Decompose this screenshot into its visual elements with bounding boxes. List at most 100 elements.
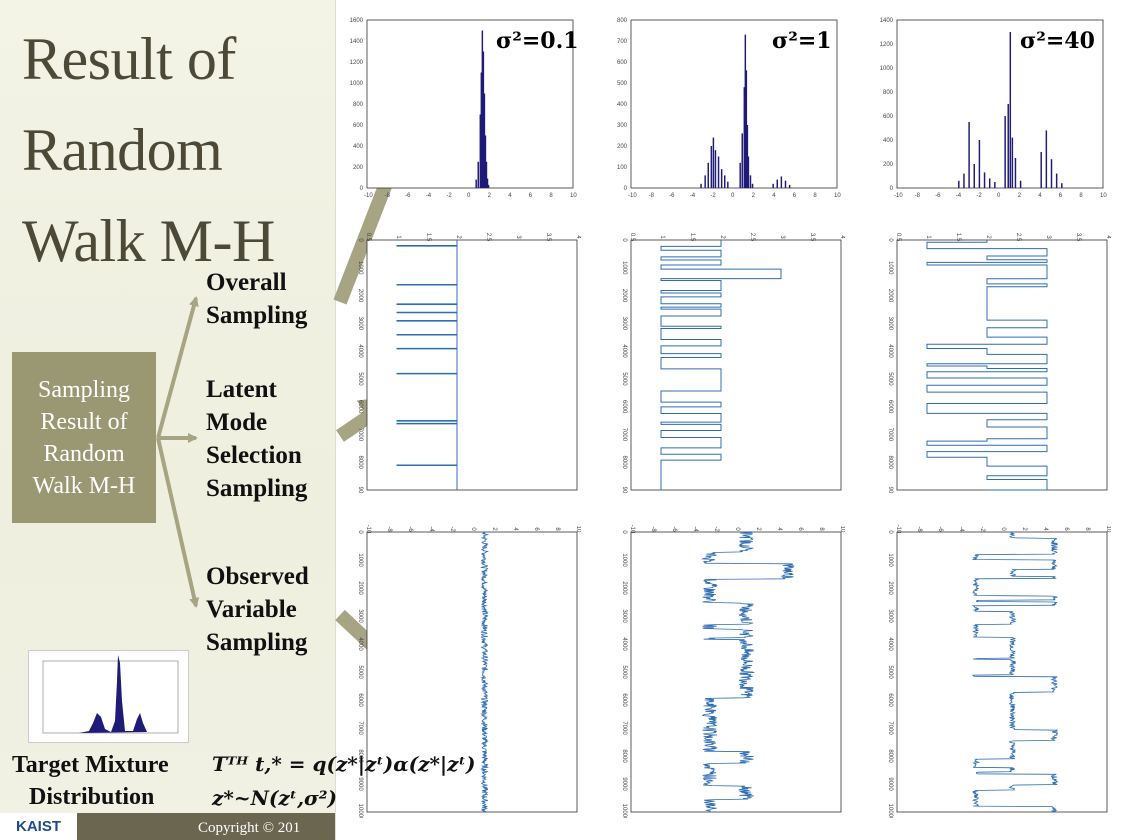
plot-frame — [630, 531, 842, 813]
y-tick-label: 1000 — [880, 66, 894, 72]
y-tick-label: 3000 — [357, 317, 363, 331]
x-tick-label: -2 — [713, 526, 719, 532]
y-tick-label: 4000 — [887, 344, 893, 358]
histogram-bar — [983, 172, 986, 188]
x-tick-label: 4 — [839, 235, 845, 239]
x-tick-label: -10 — [364, 193, 373, 199]
y-tick-label: 700 — [617, 39, 628, 45]
y-tick-label: 4000 — [357, 344, 363, 358]
transition-formula: Tᵀᴴ t,* = q(z*|zᵗ)α(z*|zᵗ) — [212, 752, 476, 776]
histogram-bar — [1045, 130, 1048, 188]
y-tick-label: 2000 — [621, 289, 627, 303]
x-tick-label: 2.5 — [749, 233, 755, 242]
y-tick-label: 600 — [353, 123, 364, 129]
y-tick-label: 400 — [353, 144, 364, 150]
x-tick-label: 0 — [734, 527, 740, 531]
overall-line-2: Sampling — [206, 302, 308, 329]
y-tick-label: 2000 — [887, 289, 893, 303]
y-tick-label: 0 — [360, 186, 364, 192]
mode-trace — [660, 240, 782, 490]
plot-frame — [896, 531, 1108, 813]
histogram-bar — [739, 162, 741, 188]
copyright-text: Copyright © 201 — [198, 820, 301, 836]
y-tick-label: 9000 — [621, 777, 627, 791]
latent-trace-sigma-0-1: 0.5 1 1.5 2 2.5 3 3.5 4 0 1000 2000 3000 4000 5000 600… — [357, 233, 581, 494]
proposal-formula: z*~N(zᵗ,σ²) — [212, 786, 338, 810]
histogram-bar — [780, 176, 783, 188]
y-tick-label: 3000 — [621, 317, 627, 331]
x-tick-label: 1 — [925, 235, 931, 239]
x-tick-label: -8 — [916, 526, 922, 532]
histogram-bar — [710, 146, 713, 188]
x-tick-label: -2 — [710, 193, 716, 199]
y-tick-label: 800 — [883, 90, 894, 96]
histogram-bar — [486, 178, 489, 188]
latent-mode-label: Latent Mode Selection Sampling — [206, 373, 307, 505]
x-tick-label: -8 — [649, 193, 655, 199]
histogram-bar — [1055, 173, 1058, 188]
y-tick-label: 3000 — [887, 609, 893, 623]
histogram-bar — [1014, 158, 1017, 188]
x-tick-label: 10 — [1100, 193, 1107, 199]
histogram-bar — [968, 122, 970, 188]
x-tick-label: 3.5 — [809, 233, 815, 242]
histogram-bar — [744, 34, 747, 189]
histogram-bar — [988, 178, 991, 188]
x-tick-label: -6 — [407, 526, 413, 532]
x-tick-label: 6 — [797, 527, 803, 531]
latent-trace-sigma-1: 0.5 1 1.5 2 2.5 3 3.5 4 0 1000 2000 3000 4000 5000 600… — [621, 233, 845, 494]
x-tick-label: 2 — [752, 193, 756, 199]
x-tick-label: 0 — [997, 193, 1001, 199]
x-tick-label: 4 — [1042, 527, 1048, 531]
sampling-box-line-2: Result of — [40, 408, 128, 435]
y-tick-label: 1000 — [357, 553, 363, 567]
x-tick-label: -6 — [935, 193, 941, 199]
x-tick-label: 4 — [508, 193, 512, 199]
x-tick-label: -10 — [894, 193, 903, 199]
histogram-bar — [1050, 159, 1053, 188]
y-tick-label: 0 — [357, 238, 363, 242]
x-tick-label: -10 — [895, 525, 901, 534]
y-tick-label: 1200 — [880, 42, 894, 48]
x-tick-label: -10 — [365, 525, 371, 534]
target-mixture-histogram — [42, 655, 179, 734]
x-tick-label: 10 — [1105, 526, 1111, 533]
y-tick-label: 4000 — [887, 637, 893, 651]
y-tick-label: 0 — [624, 186, 628, 192]
y-tick-label: 5000 — [621, 665, 627, 679]
x-tick-label: -10 — [628, 193, 637, 199]
observed-trace-sigma-0-1: -10 -8 -6 -4 -2 0 2 4 6 8 10 0 1000 2000 3000 4000 5000 6… — [357, 525, 581, 818]
x-tick-label: 0.5 — [629, 233, 635, 242]
y-tick-label: 2000 — [621, 581, 627, 595]
x-tick-label: 10 — [834, 193, 841, 199]
y-tick-label: 7000 — [621, 721, 627, 735]
mode-trace — [926, 240, 1048, 491]
y-tick-label: 8000 — [887, 749, 893, 763]
sampling-box-line-3: Random — [43, 440, 125, 467]
x-tick-label: 4 — [1105, 235, 1111, 239]
y-tick-label: 7000 — [357, 721, 363, 735]
histogram-bar — [480, 72, 483, 188]
histogram-bar — [483, 93, 486, 188]
x-tick-label: 3 — [1045, 235, 1051, 239]
histogram-bar — [958, 180, 960, 188]
x-tick-label: -10 — [629, 525, 635, 534]
sigma-label-0-1: σ²=0.1 — [496, 28, 579, 54]
y-tick-label: 200 — [883, 162, 894, 168]
y-tick-label: 7000 — [357, 428, 363, 442]
x-tick-label: 10 — [839, 526, 845, 533]
x-tick-label: 6 — [1059, 193, 1063, 199]
histogram-bar — [776, 179, 778, 188]
x-tick-label: -2 — [449, 526, 455, 532]
histogram-bar — [746, 125, 749, 188]
x-tick-label: 8 — [1079, 193, 1083, 199]
y-tick-label: 6000 — [357, 693, 363, 707]
histogram-bar — [484, 135, 487, 188]
mode-trace — [396, 240, 458, 490]
y-tick-label: 1600 — [350, 18, 364, 24]
y-tick-label: 0 — [621, 530, 627, 534]
observed-trace-sigma-1: -10 -8 -6 -4 -2 0 2 4 6 8 10 0 1000 2000 3000 4000 5000 6… — [621, 525, 845, 818]
observed-line-2: Variable — [206, 596, 297, 623]
plot-frame — [896, 19, 1104, 189]
y-tick-label: 9000 — [357, 777, 363, 791]
